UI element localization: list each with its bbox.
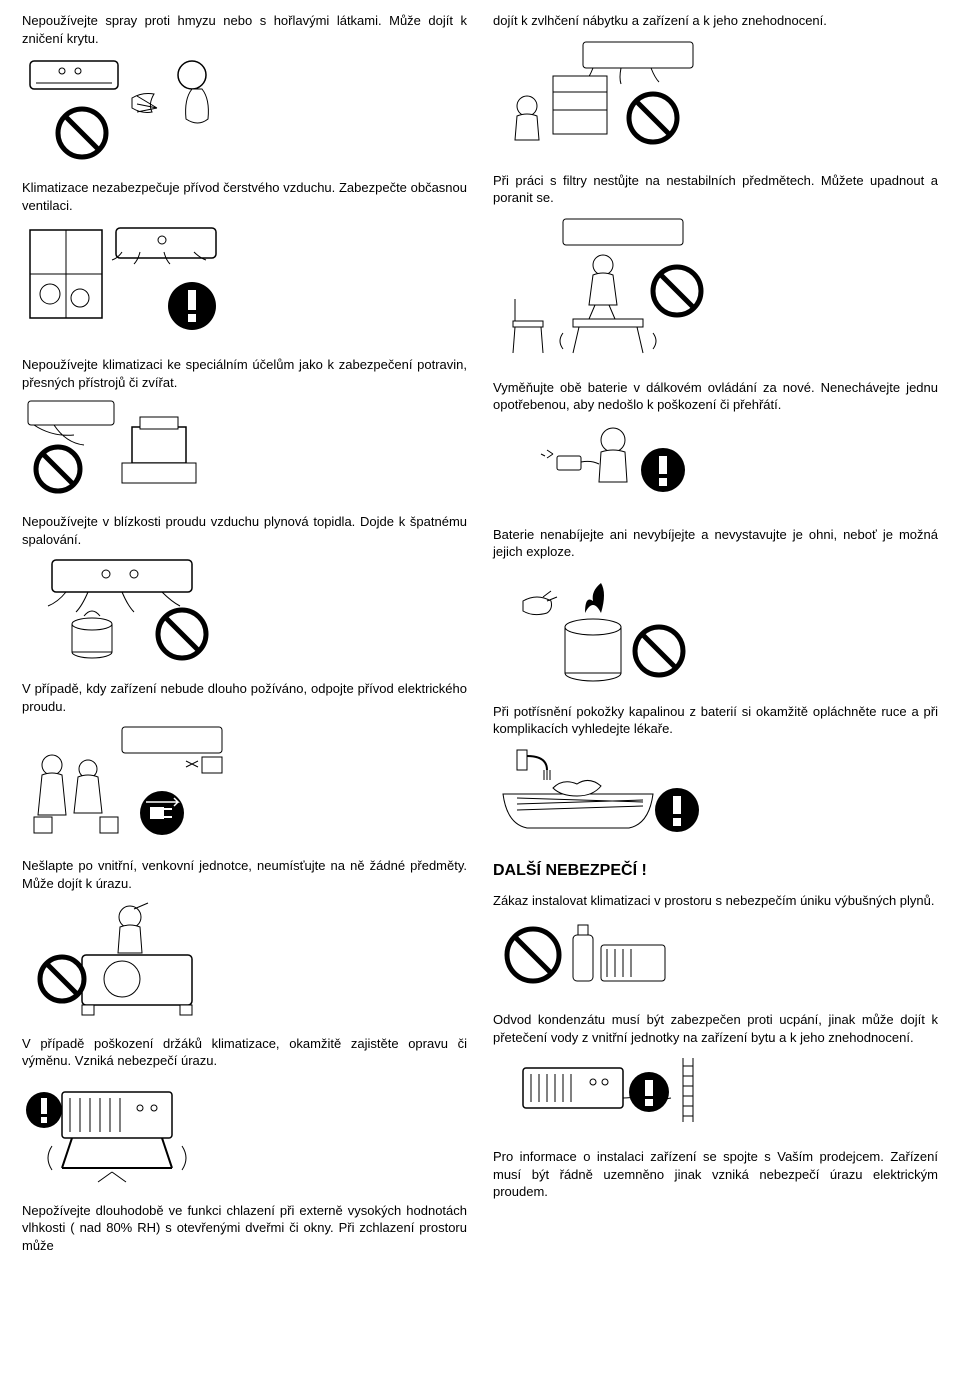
illustration-wash-hands — [493, 744, 938, 844]
prohibit-icon — [635, 627, 683, 675]
prohibit-icon — [36, 447, 80, 491]
danger-heading: DALŠÍ NEBEZPEČÍ ! — [493, 860, 938, 882]
prohibit-icon — [58, 109, 106, 157]
warning-icon — [168, 282, 216, 330]
right-text-3: Vyměňujte obě baterie v dálkovém ovládán… — [493, 379, 938, 414]
right-column: dojít k zvlhčení nábytku a zařízení a k … — [493, 12, 938, 1270]
illustration-ventilation — [22, 220, 467, 340]
left-text-7: V případě poškození držáků klimatizace, … — [22, 1035, 467, 1070]
two-column-layout: Nepoužívejte spray proti hmyzu nebo s ho… — [22, 12, 938, 1270]
left-text-2: Klimatizace nezabezpečuje přívod čerstvé… — [22, 179, 467, 214]
right-block-heading: DALŠÍ NEBEZPEČÍ ! Zákaz instalovat klima… — [493, 860, 938, 995]
left-column: Nepoužívejte spray proti hmyzu nebo s ho… — [22, 12, 467, 1270]
right-block-1: dojít k zvlhčení nábytku a zařízení a k … — [493, 12, 938, 156]
plug-icon — [140, 791, 184, 835]
left-block-2: Klimatizace nezabezpečuje přívod čerstvé… — [22, 179, 467, 340]
illustration-unplug — [22, 721, 467, 841]
warning-icon — [629, 1072, 669, 1112]
left-block-8: Nepožívejte dlouhodobě ve funkci chlazen… — [22, 1202, 467, 1255]
illustration-spray — [22, 53, 467, 163]
right-text-4: Baterie nenabíjejte ani nevybíjejte a ne… — [493, 526, 938, 561]
illustration-special-use — [22, 397, 467, 497]
right-block-4: Baterie nenabíjejte ani nevybíjejte a ne… — [493, 526, 938, 687]
prohibit-icon — [629, 94, 677, 142]
prohibit-icon — [507, 929, 559, 981]
warning-icon — [655, 788, 699, 832]
prohibit-icon — [158, 610, 206, 658]
left-block-4: Nepoužívejte v blízkosti proudu vzduchu … — [22, 513, 467, 664]
prohibit-icon — [653, 267, 701, 315]
left-text-1: Nepoužívejte spray proti hmyzu nebo s ho… — [22, 12, 467, 47]
illustration-batteries — [493, 420, 938, 510]
right-block-7: Odvod kondenzátu musí být zabezpečen pro… — [493, 1011, 938, 1132]
right-block-3: Vyměňujte obě baterie v dálkovém ovládán… — [493, 379, 938, 510]
left-block-6: Nešlapte po vnitřní, venkovní jednotce, … — [22, 857, 467, 1018]
left-block-3: Nepoužívejte klimatizaci ke speciálním ú… — [22, 356, 467, 497]
left-text-4: Nepoužívejte v blízkosti proudu vzduchu … — [22, 513, 467, 548]
right-text-8: Pro informace o instalaci zařízení se sp… — [493, 1148, 938, 1201]
right-text-1: dojít k zvlhčení nábytku a zařízení a k … — [493, 12, 938, 30]
right-block-2: Při práci s filtry nestůjte na nestabiln… — [493, 172, 938, 363]
right-text-6: Zákaz instalovat klimatizaci v prostoru … — [493, 892, 938, 910]
right-text-5: Při potřísnění pokožky kapalinou z bater… — [493, 703, 938, 738]
left-text-3: Nepoužívejte klimatizaci ke speciálním ú… — [22, 356, 467, 391]
illustration-condensate — [493, 1052, 938, 1132]
right-text-7: Odvod kondenzátu musí být zabezpečen pro… — [493, 1011, 938, 1046]
left-block-5: V případě, kdy zařízení nebude dlouho po… — [22, 680, 467, 841]
warning-icon — [641, 448, 685, 492]
left-block-1: Nepoužívejte spray proti hmyzu nebo s ho… — [22, 12, 467, 163]
illustration-explosive-gas — [493, 915, 938, 995]
warning-icon — [26, 1092, 62, 1128]
prohibit-icon — [40, 957, 84, 1001]
illustration-unstable — [493, 213, 938, 363]
left-text-6: Nešlapte po vnitřní, venkovní jednotce, … — [22, 857, 467, 892]
illustration-gas-heater — [22, 554, 467, 664]
illustration-fire-battery — [493, 567, 938, 687]
illustration-step-unit — [22, 899, 467, 1019]
left-text-5: V případě, kdy zařízení nebude dlouho po… — [22, 680, 467, 715]
right-block-8: Pro informace o instalaci zařízení se sp… — [493, 1148, 938, 1201]
illustration-humidity — [493, 36, 938, 156]
right-block-5: Při potřísnění pokožky kapalinou z bater… — [493, 703, 938, 844]
left-text-8: Nepožívejte dlouhodobě ve funkci chlazen… — [22, 1202, 467, 1255]
illustration-bracket — [22, 1076, 467, 1186]
left-block-7: V případě poškození držáků klimatizace, … — [22, 1035, 467, 1186]
right-text-2: Při práci s filtry nestůjte na nestabiln… — [493, 172, 938, 207]
